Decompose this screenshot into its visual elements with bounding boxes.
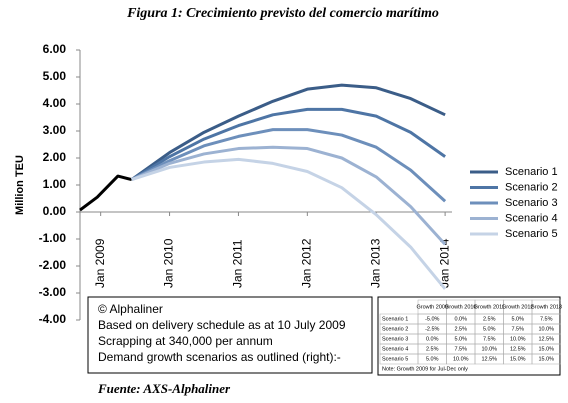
y-tick-label: 2.00 <box>43 150 67 164</box>
note-line: Based on delivery schedule as at 10 July… <box>98 318 346 332</box>
y-tick-label: 3.00 <box>43 123 67 137</box>
table-cell-text: Scenario 4 <box>382 346 408 352</box>
table-cell-text: 2.5% <box>426 346 439 352</box>
table-cell-text: -2.5% <box>425 326 439 332</box>
source: Fuente: AXS-Alphaliner <box>97 381 231 396</box>
table-cell-text: 5.0% <box>483 326 496 332</box>
table-cell-text: -5.0% <box>425 316 439 322</box>
y-tick-label: 0.00 <box>43 204 67 218</box>
legend-label: Scenario 3 <box>505 197 558 209</box>
table-cell-text: 12.5% <box>481 356 497 362</box>
table-cell-text: 2.5% <box>483 316 496 322</box>
series-line <box>131 157 447 290</box>
notes-box <box>87 296 373 374</box>
table-cell-text: 7.5% <box>454 346 467 352</box>
table-cell-text: 12.5% <box>538 336 554 342</box>
table-cell-text: 5.0% <box>454 336 467 342</box>
table-cell-text: 10.0% <box>481 346 497 352</box>
y-tick-label: -3.00 <box>39 285 67 299</box>
table-cell-text: 15.0% <box>538 356 554 362</box>
table-cell-text: 12.5% <box>510 346 526 352</box>
table-header: Growth 2009 <box>417 304 449 310</box>
y-tick-label: -4.00 <box>39 312 67 326</box>
table-box <box>377 296 561 376</box>
table-cell-text: 0.0% <box>426 336 439 342</box>
legend-label: Scenario 4 <box>505 212 558 224</box>
legend-label: Scenario 1 <box>505 166 558 178</box>
y-tick-label: 1.00 <box>43 177 67 191</box>
y-tick-label: 5.00 <box>43 69 67 83</box>
table-cell-text: 5.0% <box>511 316 524 322</box>
table-cell-text: 7.5% <box>511 326 524 332</box>
x-tick-label: Jan 2012 <box>300 238 314 288</box>
table-header: Growth 2010 <box>445 304 477 310</box>
series-line <box>130 128 447 203</box>
note-line: Demand growth scenarios as outlined (rig… <box>98 350 341 364</box>
note-line: Scrapping at 340,000 per annum <box>98 334 273 348</box>
table-cell-text: 7.5% <box>483 336 496 342</box>
table-cell-text: 10.0% <box>538 326 554 332</box>
table-cell <box>531 353 561 365</box>
note-line: © Alphaliner <box>98 302 163 316</box>
table-cell-text: Scenario 2 <box>382 326 408 332</box>
table-cell-text: 10.0% <box>510 336 526 342</box>
chart-title: Figura 1: Crecimiento previsto del comer… <box>126 6 439 21</box>
table-cell-text: 15.0% <box>538 346 554 352</box>
series-line <box>79 174 133 212</box>
table-cell-text: 10.0% <box>453 356 469 362</box>
y-tick-label: 4.00 <box>43 96 67 110</box>
table-note: Note: Growth 2009 for Jul-Dec only <box>382 366 468 372</box>
table-cell-text: Scenario 5 <box>382 356 408 362</box>
table-header: Growth 2011 <box>474 304 505 310</box>
series-line <box>131 145 447 246</box>
table-cell-text: 7.5% <box>540 316 553 322</box>
y-tick-label: -2.00 <box>39 258 67 272</box>
x-tick-label: Jan 2013 <box>368 238 382 288</box>
x-tick-label: Jan 2011 <box>231 239 245 288</box>
series-line <box>130 83 446 181</box>
table-header: Growth 2013 <box>531 304 563 310</box>
table-cell-text: Scenario 1 <box>382 316 408 322</box>
table-cell-text: 5.0% <box>426 356 439 362</box>
y-axis-label: Million TEU <box>14 155 26 215</box>
series-line <box>130 107 446 181</box>
y-tick-label: -1.00 <box>39 231 67 245</box>
table-cell-text: Scenario 3 <box>382 336 408 342</box>
table-cell-text: 0.0% <box>454 316 467 322</box>
table-cell-text: 2.5% <box>454 326 467 332</box>
x-tick-label: Jan 2010 <box>162 238 176 288</box>
legend-label: Scenario 2 <box>505 181 558 193</box>
table-header: Growth 2012 <box>502 304 534 310</box>
table-cell-text: 15.0% <box>510 356 526 362</box>
x-tick-label: Jan 2014 <box>437 238 451 288</box>
x-tick-label: Jan 2009 <box>93 238 107 288</box>
y-tick-label: 6.00 <box>43 42 67 56</box>
legend-label: Scenario 5 <box>505 228 558 240</box>
